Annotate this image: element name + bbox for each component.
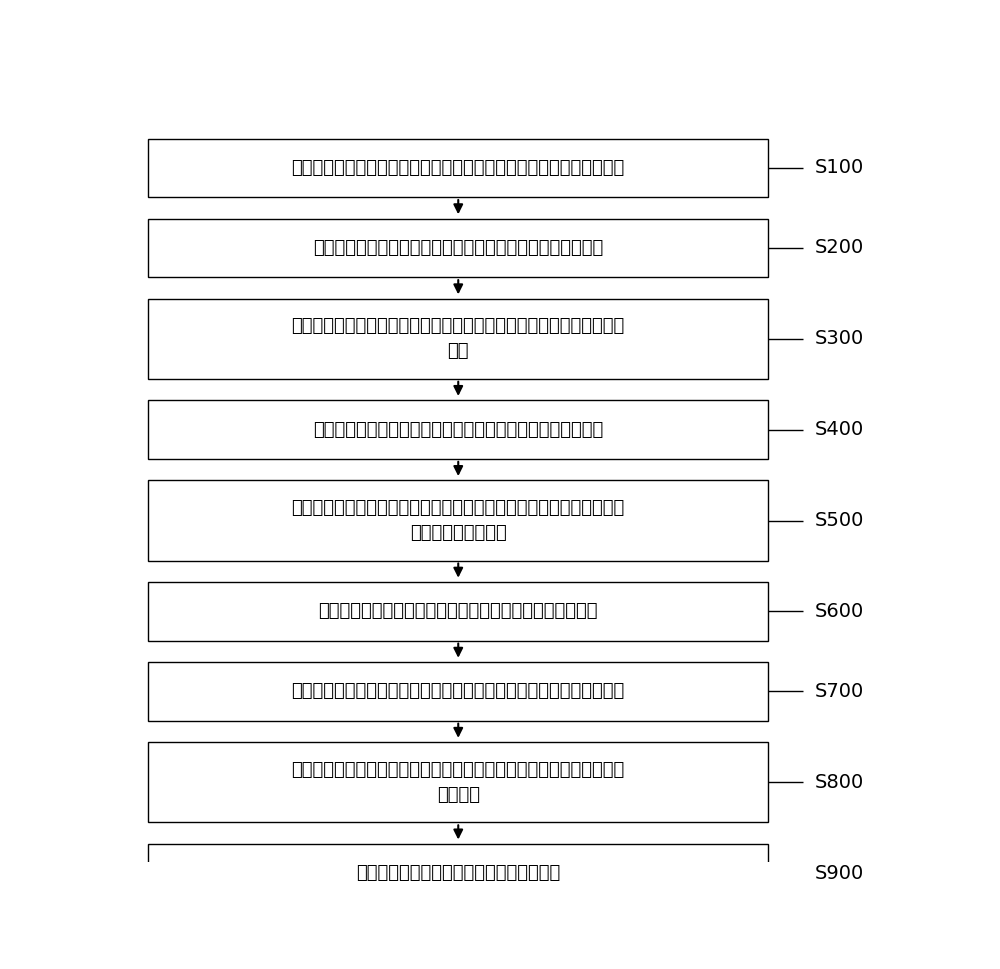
- Text: 根据所述第一比对信息判断所述第一温控部件是否存在异常: 根据所述第一比对信息判断所述第一温控部件是否存在异常: [318, 603, 598, 620]
- Text: S800: S800: [815, 773, 864, 792]
- Text: 将所述第一温控部件的多属性信息输入温度变化预测模型中，获得第一
预测信息: 将所述第一温控部件的多属性信息输入温度变化预测模型中，获得第一 预测信息: [292, 761, 625, 804]
- Text: 将所述第一模拟信号输入第一转换模块中，获得第一数字信号: 将所述第一模拟信号输入第一转换模块中，获得第一数字信号: [313, 239, 603, 257]
- Bar: [148, 582, 768, 641]
- Text: 根据所述第一温度传感器对第一温控部件进行检测，获得第一模拟信号: 根据所述第一温度传感器对第一温控部件进行检测，获得第一模拟信号: [292, 159, 625, 177]
- Text: S300: S300: [815, 329, 864, 348]
- Bar: [148, 139, 768, 197]
- Bar: [148, 844, 768, 902]
- Bar: [148, 742, 768, 823]
- Text: 若所述第一温控部件不存在异常，获得所述第一温控部件的多属性信息: 若所述第一温控部件不存在异常，获得所述第一温控部件的多属性信息: [292, 682, 625, 701]
- Bar: [148, 662, 768, 721]
- Bar: [148, 481, 768, 561]
- Text: S100: S100: [815, 158, 864, 177]
- Bar: [148, 219, 768, 277]
- Text: 基于所述第一预测信息，获得第一预警信息: 基于所述第一预测信息，获得第一预警信息: [356, 864, 560, 882]
- Text: S400: S400: [815, 421, 864, 439]
- Text: S900: S900: [815, 863, 864, 883]
- Text: S600: S600: [815, 602, 864, 621]
- Bar: [148, 298, 768, 379]
- Text: S700: S700: [815, 682, 864, 701]
- Bar: [148, 400, 768, 459]
- Text: 根据所述第二温度传感器对所述第一温控部件进行检测，获得第二模拟
信号: 根据所述第二温度传感器对所述第一温控部件进行检测，获得第二模拟 信号: [292, 317, 625, 360]
- Text: 通过将所述第一数字信号和所述第二数字信号输入第一温度对比模型中
，获得第一比对信息: 通过将所述第一数字信号和所述第二数字信号输入第一温度对比模型中 ，获得第一比对信…: [292, 499, 625, 542]
- Text: S200: S200: [815, 238, 864, 258]
- Text: S500: S500: [815, 511, 864, 530]
- Text: 将所述第二模拟信号输入第二转换模块中，获得第二数字信号: 将所述第二模拟信号输入第二转换模块中，获得第二数字信号: [313, 421, 603, 439]
